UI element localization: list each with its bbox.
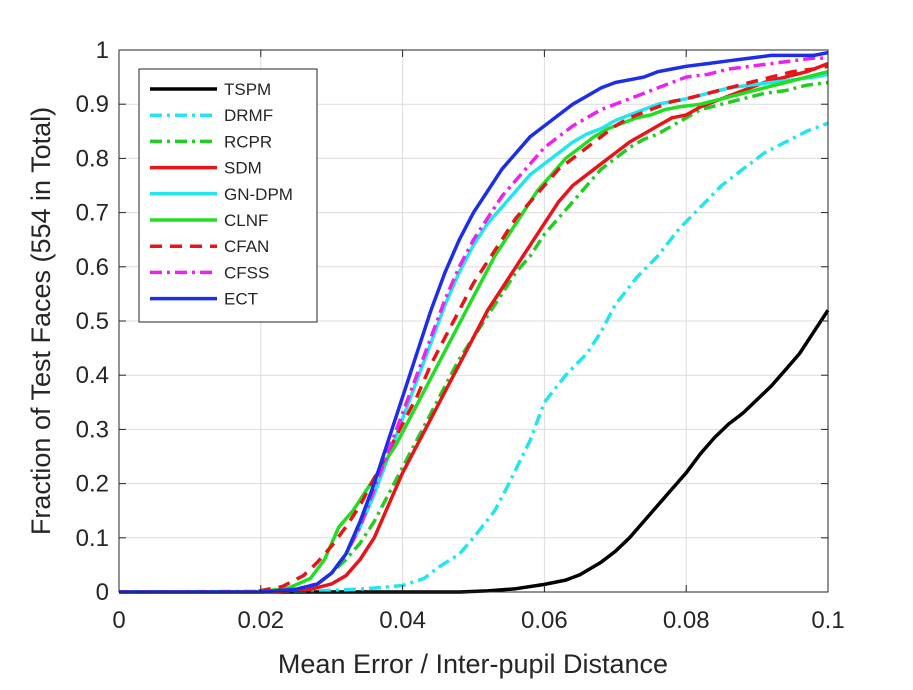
x-tick-label: 0 xyxy=(112,607,125,634)
series-line-rcpr xyxy=(119,80,829,594)
x-tick-label: 0.04 xyxy=(379,607,426,634)
series-line-cfss xyxy=(119,56,828,594)
legend-label: GN-DPM xyxy=(224,185,293,204)
y-tick-label: 0.5 xyxy=(76,308,109,335)
y-tick-label: 0.6 xyxy=(76,254,109,281)
y-tick-label: 0 xyxy=(96,579,109,606)
y-tick-label: 0.4 xyxy=(76,362,109,389)
y-tick-label: 0.7 xyxy=(76,200,109,227)
tick-labels: 0 0.02 0.04 0.06 0.08 0.1 0 0.1 0.2 0.3 0.4 0.5 0.6 0… xyxy=(76,37,845,634)
legend-label: CFSS xyxy=(224,263,269,282)
y-tick-label: 0.9 xyxy=(76,91,109,118)
x-tick-label: 0.02 xyxy=(237,607,284,634)
legend-label: DRMF xyxy=(224,106,273,125)
axes xyxy=(118,49,829,593)
x-tick-label: 0.1 xyxy=(811,607,844,634)
y-tick-label: 0.8 xyxy=(76,145,109,172)
x-tick-label: 0.06 xyxy=(521,607,568,634)
legend-label: CFAN xyxy=(224,237,269,256)
legend-label: TSPM xyxy=(224,80,271,99)
y-tick-label: 0.1 xyxy=(76,525,109,552)
series-line-drmf xyxy=(118,121,829,594)
series-line-sdm xyxy=(119,61,829,594)
legend: TSPM DRMF RCPR SDM GN-DPM CLNF CFAN CFSS ECT xyxy=(138,68,318,323)
x-axis-title: Mean Error / Inter-pupil Distance xyxy=(278,649,668,679)
y-tick-label: 0.2 xyxy=(76,471,109,498)
y-tick-label: 0.3 xyxy=(76,416,109,443)
series-line-ect xyxy=(119,50,829,594)
legend-label: CLNF xyxy=(224,211,268,230)
legend-label: SDM xyxy=(224,159,262,178)
x-tick-label: 0.08 xyxy=(663,607,710,634)
series-line-gn-dpm xyxy=(119,72,829,594)
y-axis-title: Fraction of Test Faces (554 in Total) xyxy=(26,107,56,535)
series-line-tspm xyxy=(119,309,830,594)
series-lines xyxy=(118,50,830,594)
y-tick-label: 1 xyxy=(96,37,109,64)
legend-label: ECT xyxy=(224,290,258,309)
series-line-clnf xyxy=(119,70,829,594)
legend-label: RCPR xyxy=(224,132,272,151)
